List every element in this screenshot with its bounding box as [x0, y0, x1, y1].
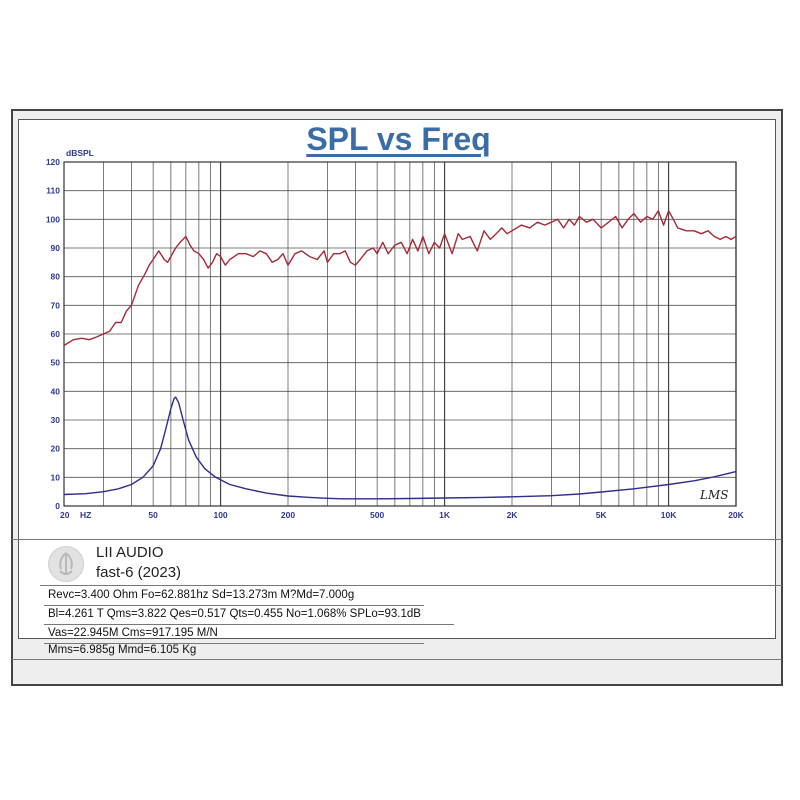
x-tick-label: 200 [281, 510, 295, 520]
y-tick-label: 110 [46, 186, 60, 196]
y-tick-labels: 0 10 20 30 40 50 60 70 80 90 100 110 120 [46, 157, 60, 511]
x-tick-label: HZ [80, 510, 91, 520]
x-tick-label: 2K [507, 510, 519, 520]
datasheet-frame [11, 109, 783, 686]
y-tick-label: 40 [51, 386, 61, 396]
chart-title: SPL vs Freq [306, 121, 491, 157]
y-tick-label: 0 [55, 501, 60, 511]
chart-frame [18, 119, 776, 639]
y-tick-label: 120 [46, 157, 60, 167]
impedance-curve [63, 396, 737, 500]
param-rule [44, 643, 424, 644]
x-tick-labels: 20 HZ 50 100 200 500 1K 2K 5K 10K 20K [60, 510, 745, 520]
y-tick-label: 70 [51, 300, 61, 310]
plot-border [63, 161, 737, 507]
section-divider [40, 585, 782, 586]
param-line-4: Mms=6.985g Mmd=6.105 Kg [48, 644, 197, 656]
param-rule [12, 659, 782, 660]
y-tick-label: 100 [46, 214, 60, 224]
y-tick-label: 20 [51, 444, 61, 454]
y-axis-label: dBSPL [66, 148, 94, 158]
param-line-3: Vas=22.945M Cms=917.195 M/N [48, 627, 218, 639]
y-tick-label: 30 [51, 415, 61, 425]
x-tick-label: 500 [370, 510, 384, 520]
y-tick-label: 80 [51, 272, 61, 282]
x-tick-label: 20K [728, 510, 744, 520]
lii-audio-logo-icon [48, 546, 84, 582]
param-line-1: Revc=3.400 Ohm Fo=62.881hz Sd=13.273m M?… [48, 589, 355, 601]
series [63, 209, 737, 500]
param-rule [44, 624, 454, 625]
y-tick-label: 50 [51, 358, 61, 368]
y-tick-label: 90 [51, 243, 61, 253]
x-tick-label: 50 [148, 510, 158, 520]
x-tick-label: 100 [213, 510, 227, 520]
brand-name: LII AUDIO [96, 544, 164, 561]
x-tick-label: 5K [596, 510, 608, 520]
param-line-2: Bl=4.261 T Qms=3.822 Qes=0.517 Qts=0.455… [48, 608, 421, 620]
grid [63, 161, 737, 507]
x-tick-label: 20 [60, 510, 70, 520]
spl-curve [63, 209, 737, 347]
model-name: fast-6 (2023) [96, 564, 182, 581]
y-tick-label: 10 [51, 472, 61, 482]
section-divider [12, 539, 782, 540]
x-tick-label: 1K [439, 510, 451, 520]
param-rule [44, 605, 424, 606]
x-tick-label: 10K [661, 510, 677, 520]
y-tick-label: 60 [51, 329, 61, 339]
lms-annotation: LMS [699, 488, 728, 502]
